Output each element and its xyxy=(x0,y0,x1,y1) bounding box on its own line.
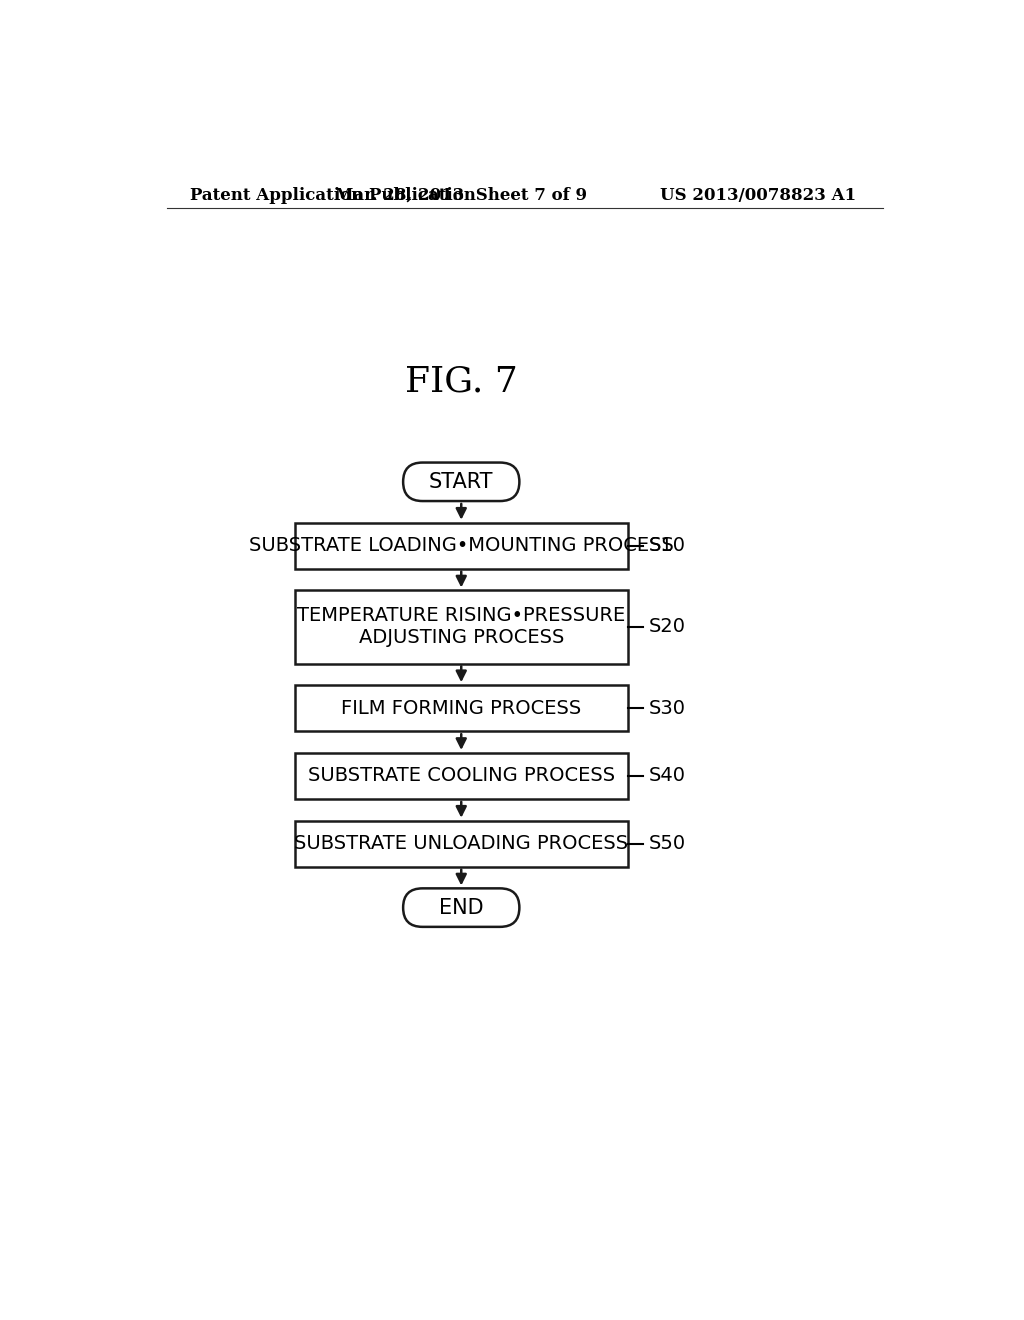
Text: Patent Application Publication: Patent Application Publication xyxy=(190,187,476,203)
Text: S50: S50 xyxy=(649,834,686,853)
Text: S20: S20 xyxy=(649,618,686,636)
FancyBboxPatch shape xyxy=(295,821,628,867)
Text: S10: S10 xyxy=(649,536,686,556)
Text: S40: S40 xyxy=(649,767,686,785)
FancyBboxPatch shape xyxy=(403,462,519,502)
Text: US 2013/0078823 A1: US 2013/0078823 A1 xyxy=(660,187,856,203)
FancyBboxPatch shape xyxy=(403,888,519,927)
FancyBboxPatch shape xyxy=(295,590,628,664)
Text: SUBSTRATE LOADING•MOUNTING PROCESS: SUBSTRATE LOADING•MOUNTING PROCESS xyxy=(249,536,674,556)
Text: END: END xyxy=(439,898,483,917)
Text: START: START xyxy=(429,471,494,492)
Text: S30: S30 xyxy=(649,698,686,718)
Text: Mar. 28, 2013  Sheet 7 of 9: Mar. 28, 2013 Sheet 7 of 9 xyxy=(335,187,587,203)
FancyBboxPatch shape xyxy=(295,752,628,799)
Text: TEMPERATURE RISING•PRESSURE
ADJUSTING PROCESS: TEMPERATURE RISING•PRESSURE ADJUSTING PR… xyxy=(297,606,626,647)
FancyBboxPatch shape xyxy=(295,685,628,731)
Text: FILM FORMING PROCESS: FILM FORMING PROCESS xyxy=(341,698,582,718)
FancyBboxPatch shape xyxy=(295,523,628,569)
Text: FIG. 7: FIG. 7 xyxy=(404,364,517,399)
Text: SUBSTRATE UNLOADING PROCESS: SUBSTRATE UNLOADING PROCESS xyxy=(294,834,629,853)
Text: SUBSTRATE COOLING PROCESS: SUBSTRATE COOLING PROCESS xyxy=(307,767,614,785)
